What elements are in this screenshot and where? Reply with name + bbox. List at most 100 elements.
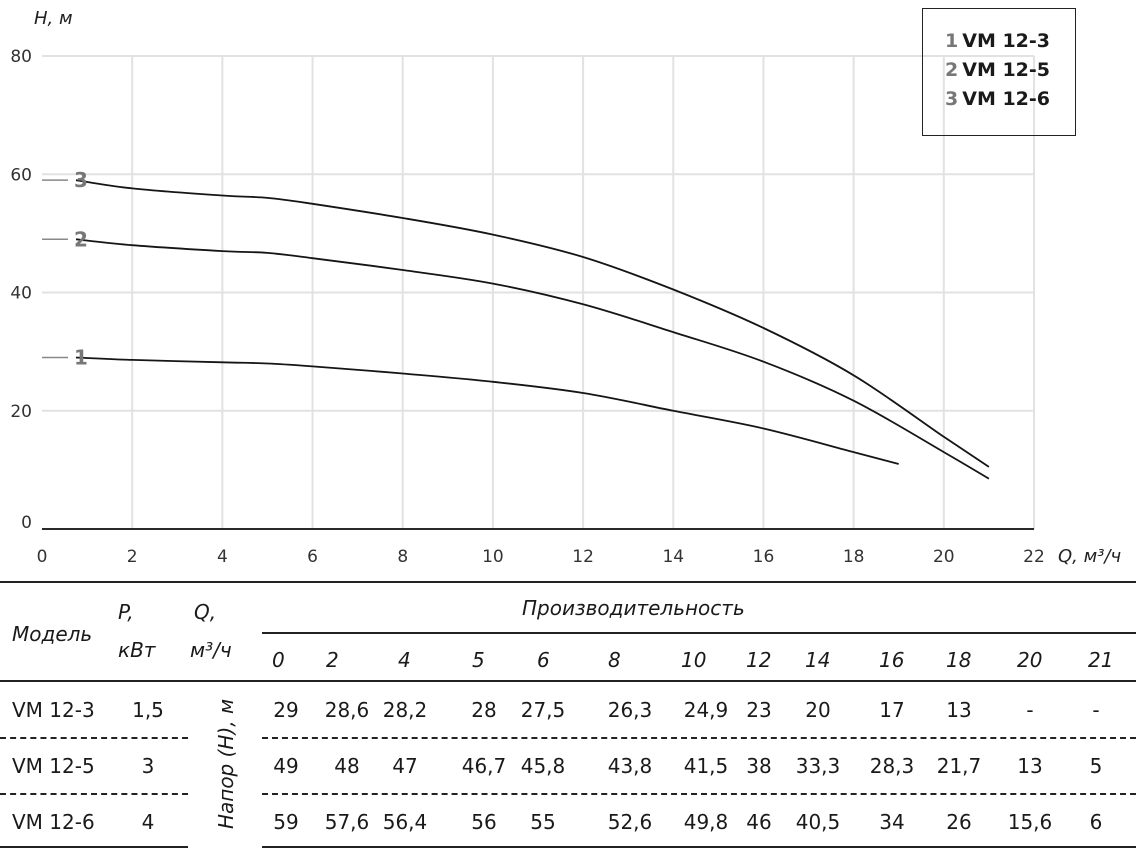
row-rule-right-1 [262,737,1136,739]
x-tick-2: 2 [127,547,138,567]
x-tick-20: 20 [933,547,955,567]
row-3-head-16: 34 [879,810,905,834]
row-1-head-4: 28,2 [382,698,428,722]
x-tick-8: 8 [397,547,408,567]
row-power-3: 4 [141,810,155,834]
y-axis-title: H, м [34,8,73,29]
flow-header-16: 16 [879,648,905,672]
row-1-head-8: 26,3 [607,698,653,722]
row-1-head-18: 13 [946,698,972,722]
row-3-head-18: 26 [946,810,972,834]
row-2-head-10: 41,5 [683,754,729,778]
row-3-head-6: 55 [530,810,556,834]
y-tick-60: 60 [10,165,32,185]
flow-header-2: 2 [326,648,339,672]
row-2-head-6: 45,8 [520,754,566,778]
x-tick-22: 22 [1023,547,1045,567]
y-tick-0: 0 [21,513,32,533]
row-rule-right-3 [262,846,1136,848]
row-1-head-21: - [1092,698,1100,722]
row-rule-left-1 [0,737,188,739]
x-tick-18: 18 [843,547,865,567]
flow-header-6: 6 [537,648,550,672]
y-tick-20: 20 [10,402,32,422]
row-1-head-0: 29 [273,698,299,722]
row-model-2: VM 12-5 [12,754,95,778]
row-rule-left-3 [0,846,188,848]
flow-header-12: 12 [746,648,772,672]
row-2-head-4: 47 [392,754,418,778]
row-3-head-20: 15,6 [1007,810,1053,834]
series-line-vm-12-6 [75,179,990,468]
x-tick-10: 10 [482,547,504,567]
x-axis-title: Q, м³/ч [1058,546,1121,567]
row-2-head-18: 21,7 [936,754,982,778]
legend-num-3: 3 [945,88,959,110]
flow-column-header-bottom: м³/ч [190,638,232,662]
table-top-rule [0,581,1136,583]
chart-curves: 1 2 3 [42,168,990,480]
row-3-head-2: 57,6 [324,810,370,834]
row-1-head-12: 23 [746,698,772,722]
row-1-head-10: 24,9 [683,698,729,722]
row-model-3: VM 12-6 [12,810,95,834]
y-tick-80: 80 [10,47,32,67]
row-2-head-2: 48 [334,754,360,778]
y-tick-40: 40 [10,284,32,304]
row-1-head-6: 27,5 [520,698,566,722]
series-number-label-3: 3 [74,168,88,192]
flow-header-0: 0 [272,648,285,672]
row-3-head-10: 49,8 [683,810,729,834]
x-tick-16: 16 [753,547,775,567]
performance-group-header: Производительность [522,596,745,620]
row-1-head-2: 28,6 [324,698,370,722]
x-tick-14: 14 [662,547,684,567]
series-line-vm-12-3 [75,356,899,465]
row-model-1: VM 12-3 [12,698,95,722]
flow-header-20: 20 [1017,648,1043,672]
legend-num-2: 2 [945,59,959,81]
model-column-header: Модель [12,622,93,646]
row-power-1: 1,5 [132,698,164,722]
series-number-label-2: 2 [74,227,88,251]
row-1-head-20: - [1026,698,1034,722]
header-bottom-rule [0,680,1136,682]
legend-label-2: VM 12-5 [962,59,1051,81]
legend-label-1: VM 12-3 [962,30,1051,52]
flow-column-header-top: Q, [194,600,217,624]
flow-header-10: 10 [681,648,707,672]
legend-label-3: VM 12-6 [962,88,1051,110]
flow-header-18: 18 [946,648,972,672]
row-rule-left-2 [0,793,188,795]
flow-header-4: 4 [398,648,411,672]
row-3-head-8: 52,6 [607,810,653,834]
x-tick-0: 0 [37,547,48,567]
flow-header-5: 5 [472,648,485,672]
chart-legend: 1 VM 12-3 2 VM 12-5 3 VM 12-6 [922,8,1076,136]
row-2-head-8: 43,8 [607,754,653,778]
row-3-head-12: 46 [746,810,772,834]
x-tick-6: 6 [307,547,318,567]
performance-table: Модель P, кВт Q, м³/ч Производительность… [0,580,1136,850]
flow-header-21: 21 [1088,648,1114,672]
row-3-head-4: 56,4 [382,810,428,834]
x-tick-4: 4 [217,547,228,567]
row-2-head-16: 28,3 [869,754,915,778]
row-2-head-14: 33,3 [795,754,841,778]
row-3-head-14: 40,5 [795,810,841,834]
legend-num-1: 1 [945,30,959,52]
row-1-head-14: 20 [805,698,831,722]
legend-item-2: 2 VM 12-5 [945,56,1075,85]
row-3-head-5: 56 [471,810,497,834]
x-tick-12: 12 [572,547,594,567]
row-3-head-21: 6 [1089,810,1103,834]
row-2-head-0: 49 [273,754,299,778]
row-3-head-0: 59 [273,810,299,834]
row-2-head-21: 5 [1089,754,1103,778]
series-number-label-1: 1 [74,346,88,370]
head-row-label: Напор (H), м [214,698,238,830]
row-2-head-20: 13 [1017,754,1043,778]
flow-header-rule [262,632,1136,634]
